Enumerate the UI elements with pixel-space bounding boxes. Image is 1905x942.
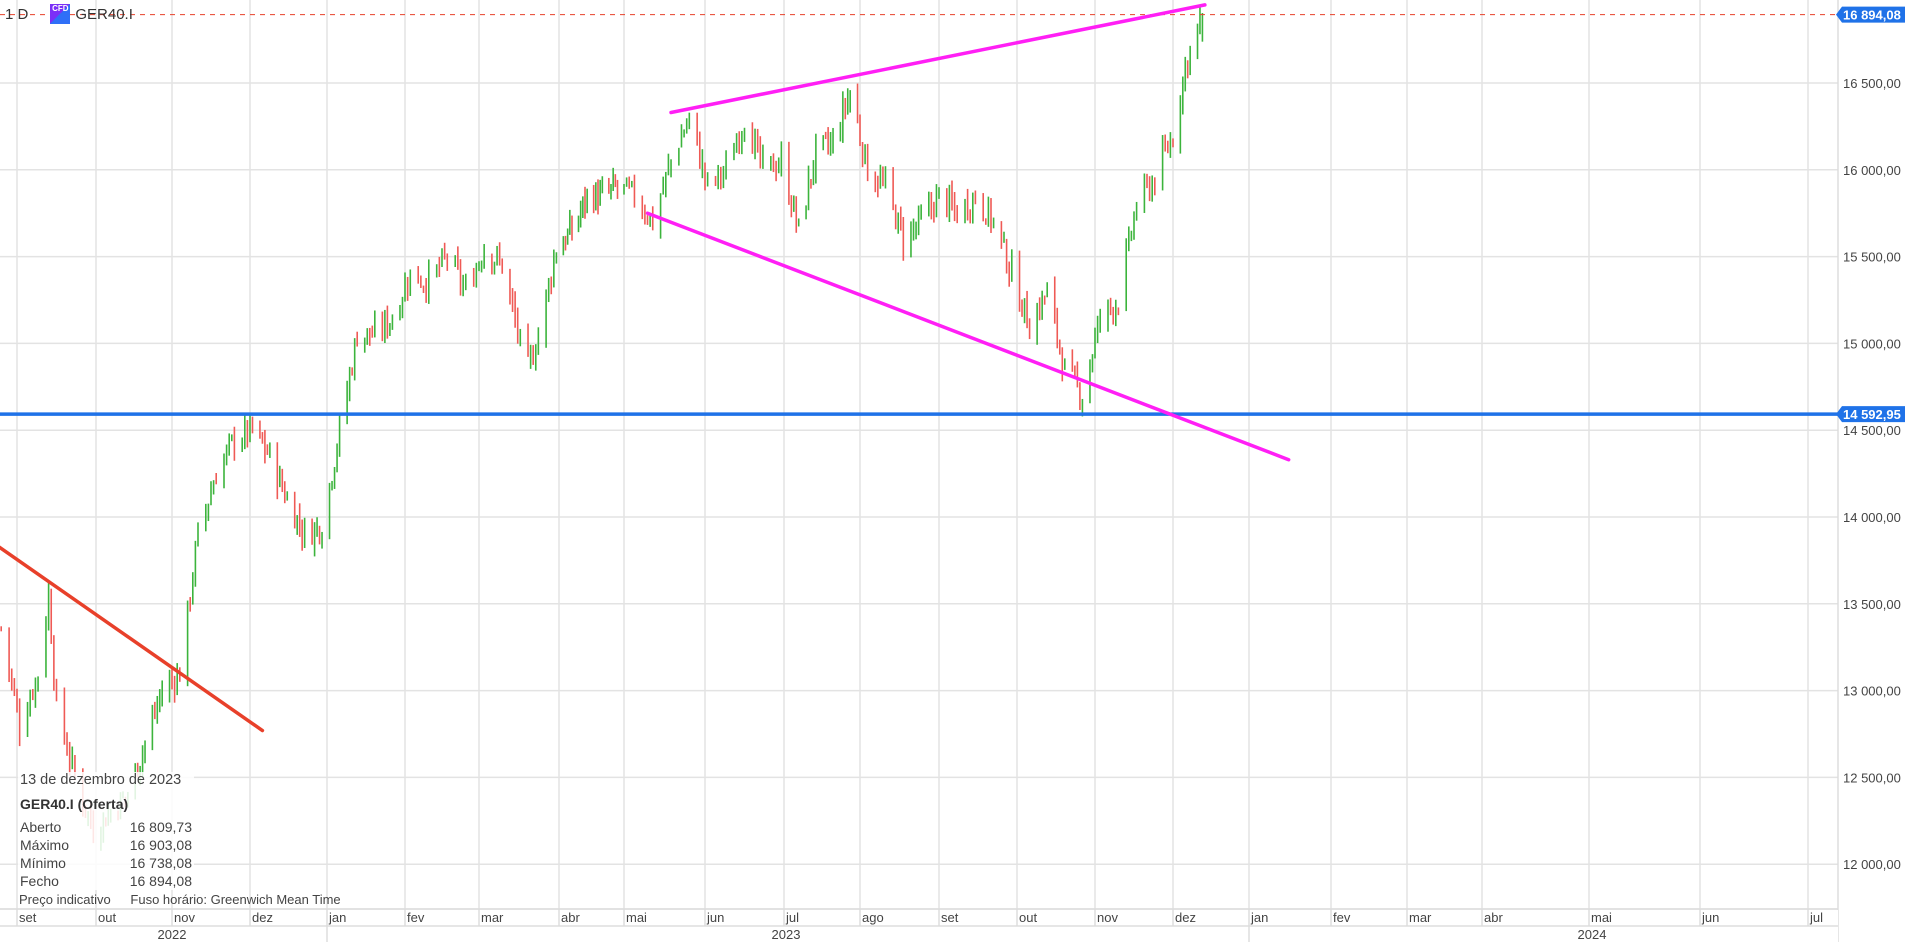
price-tick-label: 12 000,00 (1843, 857, 1901, 872)
month-label: mar (1409, 910, 1432, 925)
month-label: jan (1250, 910, 1268, 925)
price-tick-label: 15 500,00 (1843, 250, 1901, 265)
year-label: 2022 (158, 927, 187, 942)
month-label: out (1019, 910, 1037, 925)
price-tick-label: 14 500,00 (1843, 423, 1901, 438)
legend-label: Máximo (20, 837, 70, 853)
legend-value: 16 894,08 (129, 873, 192, 889)
chart-footer: Preço indicativo Fuso horário: Greenwich… (19, 892, 357, 907)
last-price-label: 16 894,08 (1843, 8, 1901, 23)
legend-value: 16 738,08 (129, 855, 192, 871)
month-label: out (98, 910, 116, 925)
price-bars (0, 6, 1204, 851)
chart-header: 1 D CFD GER40.I (5, 4, 133, 24)
legend-row: Fecho 16 894,08 (20, 872, 192, 890)
last-price-label-bg (1836, 6, 1905, 23)
legend-row: Aberto 16 809,73 (20, 818, 192, 836)
month-label: set (19, 910, 37, 925)
month-label: jul (1809, 910, 1823, 925)
month-label: fev (1333, 910, 1351, 925)
legend-label: Aberto (20, 819, 62, 835)
support-price-label: 14 592,95 (1843, 407, 1901, 422)
channel-trend-line[interactable] (669, 3, 1207, 115)
channel-trend-line[interactable] (645, 211, 1291, 462)
month-label: fev (407, 910, 425, 925)
month-label: dez (252, 910, 273, 925)
month-label: mai (1591, 910, 1612, 925)
cfd-icon: CFD (50, 4, 71, 24)
month-label: jul (785, 910, 799, 925)
legend-row: Mínimo 16 738,08 (20, 854, 192, 872)
price-tick-label: 14 000,00 (1843, 510, 1901, 525)
month-label: nov (174, 910, 195, 925)
month-label: abr (1484, 910, 1503, 925)
timezone-note: Fuso horário: Greenwich Mean Time (130, 892, 341, 907)
legend-value: 16 903,08 (129, 837, 192, 853)
ohlc-legend: 13 de dezembro de 2023 GER40.I (Oferta) … (18, 772, 194, 890)
legend-value: 16 809,73 (129, 819, 192, 835)
month-label: jun (1701, 910, 1719, 925)
price-tick-label: 16 500,00 (1843, 76, 1901, 91)
downtrend-line[interactable] (0, 545, 265, 733)
support-price-label-bg (1836, 406, 1905, 423)
price-tick-label: 13 500,00 (1843, 597, 1901, 612)
legend-title: GER40.I (Oferta) (20, 796, 129, 812)
month-label: jun (706, 910, 724, 925)
price-note: Preço indicativo (19, 892, 111, 907)
symbol-label[interactable]: GER40.I (75, 5, 133, 23)
month-label: mai (626, 910, 647, 925)
grid (0, 0, 1839, 942)
month-label: abr (561, 910, 580, 925)
price-tick-label: 16 000,00 (1843, 163, 1901, 178)
price-tick-label: 12 500,00 (1843, 770, 1901, 785)
legend-label: Mínimo (20, 855, 66, 871)
month-label: jan (328, 910, 346, 925)
year-label: 2023 (772, 927, 801, 942)
legend-row: Máximo 16 903,08 (20, 836, 192, 854)
axes: 12 000,00 12 500,00 13 000,00 13 500,00 14 0… (19, 6, 1905, 942)
month-label: dez (1175, 910, 1196, 925)
month-label: ago (862, 910, 884, 925)
year-label: 2024 (1578, 927, 1607, 942)
legend-label: Fecho (20, 873, 59, 889)
interval-label[interactable]: 1 D (5, 5, 29, 23)
month-label: mar (481, 910, 504, 925)
drawn-lines[interactable] (0, 3, 1838, 733)
price-tick-label: 15 000,00 (1843, 336, 1901, 351)
legend-date: 13 de dezembro de 2023 (20, 772, 182, 788)
month-label: set (941, 910, 959, 925)
price-tick-label: 13 000,00 (1843, 684, 1901, 699)
month-label: nov (1097, 910, 1118, 925)
